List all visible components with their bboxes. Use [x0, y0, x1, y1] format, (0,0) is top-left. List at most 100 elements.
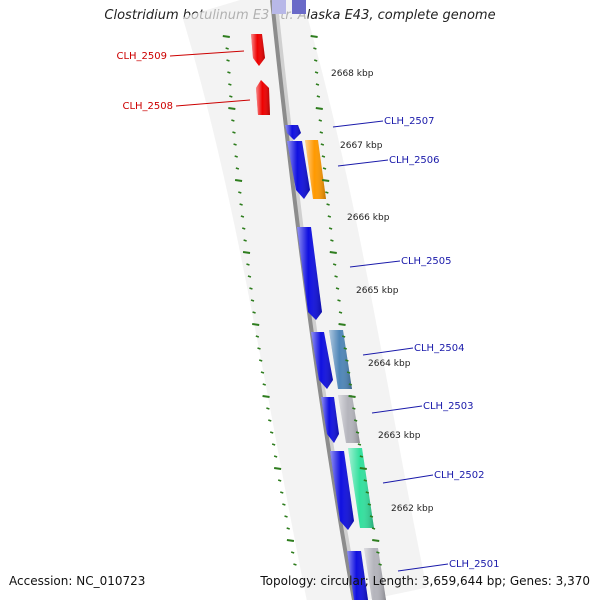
scale-tick — [343, 347, 348, 350]
scale-tick — [238, 191, 242, 194]
scale-tick — [240, 215, 245, 218]
gene-label-clh-2505[interactable]: CLH_2505 — [401, 256, 452, 267]
scale-tick — [252, 311, 256, 314]
scale-tick — [329, 251, 337, 254]
top-partial-gene-2[interactable] — [292, 0, 306, 14]
gene-clh-2506[interactable] — [305, 140, 326, 199]
scale-tick — [345, 359, 349, 362]
scale-tick — [271, 443, 276, 446]
scale-label-2663: 2663 kbp — [378, 431, 421, 441]
scale-tick — [341, 335, 346, 338]
scale-tick — [232, 131, 236, 134]
gene-label-clh-2507[interactable]: CLH_2507 — [384, 116, 435, 127]
gene-clh-2503[interactable] — [338, 395, 360, 443]
scale-tick — [330, 239, 334, 242]
scale-tick — [293, 563, 297, 566]
scale-tick — [231, 119, 235, 122]
scale-tick — [225, 47, 229, 50]
scale-tick — [250, 299, 255, 302]
scale-label-2667: 2667 kbp — [340, 141, 383, 151]
leader-clh-2506 — [337, 159, 389, 167]
scale-tick — [239, 203, 243, 206]
gene-label-clh-2506[interactable]: CLH_2506 — [389, 155, 440, 166]
gene-label-clh-2508[interactable]: CLH_2508 — [122, 101, 173, 112]
gene-2503-upstream[interactable] — [321, 397, 339, 443]
gene-2501-upstream[interactable] — [347, 551, 368, 600]
scale-tick — [372, 539, 380, 542]
scale-tick — [376, 551, 380, 554]
scale-tick — [243, 239, 247, 242]
scale-tick — [348, 395, 356, 398]
genome-summary-text: Topology: circular; Length: 3,659,644 bp… — [260, 574, 590, 588]
scale-tick — [269, 431, 274, 434]
scale-tick — [228, 83, 232, 86]
scale-tick — [335, 287, 340, 290]
gene-2502-upstream[interactable] — [330, 451, 354, 530]
gene-clh-2505[interactable] — [297, 227, 322, 320]
scale-tick — [227, 71, 231, 74]
leader-clh-2504 — [362, 347, 414, 356]
scale-label-2668: 2668 kbp — [331, 69, 374, 79]
scale-tick — [332, 263, 337, 266]
scale-tick — [325, 191, 329, 194]
scale-tick — [313, 59, 318, 62]
scale-tick — [234, 179, 243, 182]
scale-tick — [280, 491, 284, 494]
scale-tick — [228, 107, 236, 110]
gene-label-clh-2503[interactable]: CLH_2503 — [423, 401, 474, 412]
gene-label-clh-2504[interactable]: CLH_2504 — [414, 343, 465, 354]
scale-label-2665: 2665 kbp — [356, 286, 399, 296]
gene-clh-2508[interactable] — [256, 80, 270, 115]
scale-tick — [327, 215, 332, 218]
gene-label-clh-2509[interactable]: CLH_2509 — [116, 51, 167, 62]
scale-tick — [229, 95, 233, 98]
scale-tick — [359, 455, 364, 458]
scale-tick — [337, 299, 341, 302]
scale-tick — [328, 227, 333, 230]
gene-label-clh-2501[interactable]: CLH_2501 — [449, 559, 500, 570]
scale-tick — [258, 359, 263, 362]
scale-tick — [247, 275, 252, 278]
scale-tick — [273, 467, 282, 470]
scale-tick — [348, 383, 353, 386]
scale-tick — [290, 551, 295, 554]
scale-tick — [326, 203, 330, 206]
scale-tick — [315, 83, 320, 86]
scale-tick — [355, 431, 360, 434]
scale-tick — [233, 143, 237, 146]
gene-clh-2504[interactable] — [329, 330, 352, 389]
scale-tick — [242, 251, 251, 254]
leader-clh-2503 — [371, 405, 423, 414]
scale-tick — [286, 527, 290, 530]
scale-tick — [365, 491, 370, 494]
gene-2504-upstream[interactable] — [311, 332, 333, 389]
scale-label-2666: 2666 kbp — [347, 213, 390, 223]
scale-tick — [257, 347, 261, 350]
scale-tick — [266, 407, 270, 410]
scale-tick — [286, 539, 295, 542]
scale-tick — [314, 71, 319, 74]
scale-tick — [315, 107, 323, 110]
top-partial-gene-1[interactable] — [272, 0, 286, 14]
gene-clh-2509[interactable] — [251, 34, 265, 66]
scale-tick — [249, 287, 253, 290]
scale-tick — [338, 311, 343, 314]
left-tick-marks — [222, 35, 297, 566]
scale-tick — [222, 35, 230, 38]
scale-tick — [320, 143, 325, 146]
gene-clh-2502[interactable] — [348, 448, 374, 528]
scale-tick — [252, 323, 260, 326]
leader-clh-2502 — [382, 474, 434, 484]
gene-2506-upstream[interactable] — [287, 141, 310, 199]
scale-tick — [234, 155, 238, 158]
gene-label-clh-2502[interactable]: CLH_2502 — [434, 470, 485, 481]
leader-clh-2507 — [332, 120, 384, 128]
scale-tick — [235, 167, 240, 170]
scale-tick — [316, 95, 321, 98]
gene-clh-2507[interactable] — [285, 125, 301, 140]
gene-clh-2501[interactable] — [364, 548, 386, 600]
scale-tick — [260, 371, 265, 374]
scale-tick — [319, 131, 324, 134]
leader-clh-2505 — [349, 260, 401, 268]
